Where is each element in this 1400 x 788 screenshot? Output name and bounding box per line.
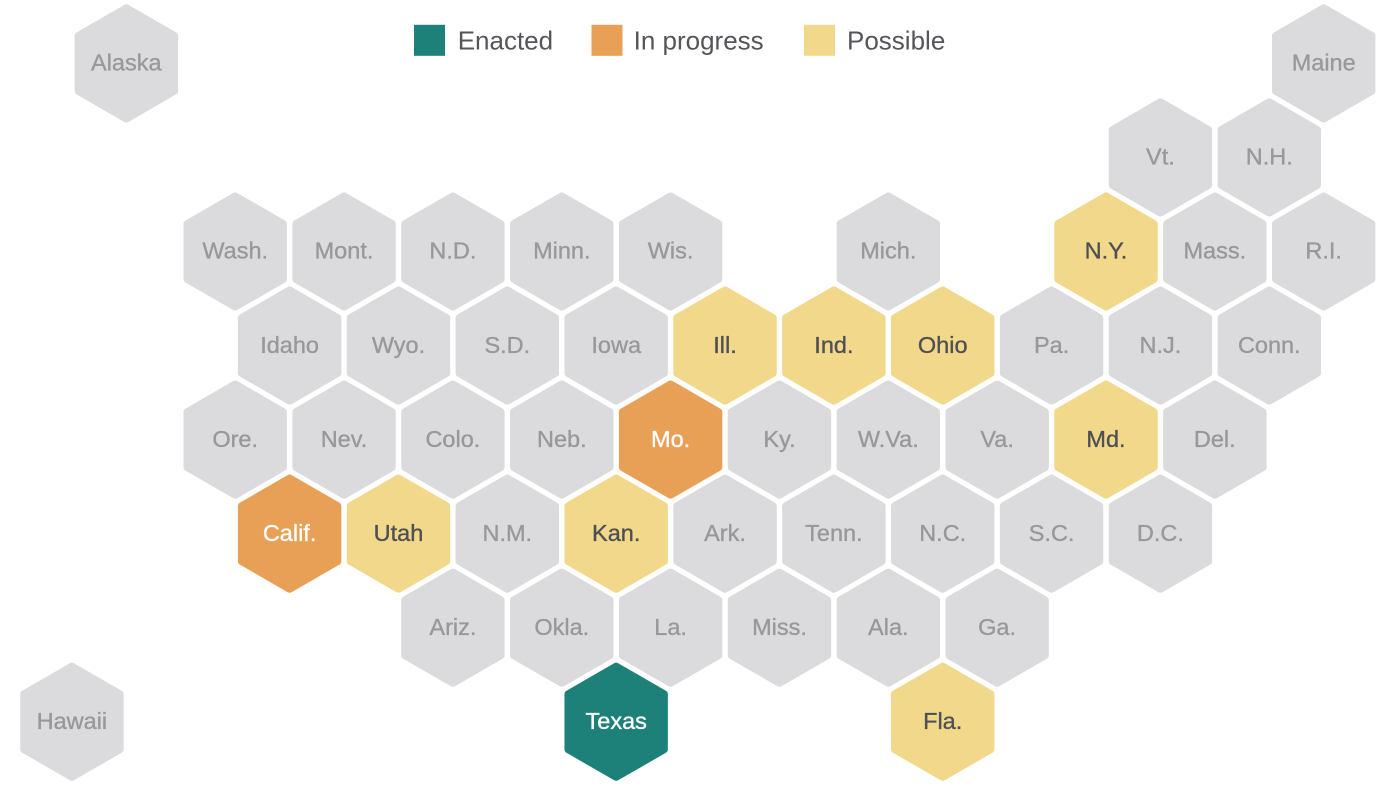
svg-text:Neb.: Neb. — [537, 426, 587, 452]
svg-text:Iowa: Iowa — [591, 332, 642, 358]
svg-text:Vt.: Vt. — [1146, 144, 1175, 170]
svg-text:Texas: Texas — [586, 708, 647, 734]
svg-text:Miss.: Miss. — [752, 614, 807, 640]
svg-text:Ariz.: Ariz. — [429, 614, 476, 640]
svg-text:Mich.: Mich. — [860, 238, 916, 264]
svg-text:Ohio: Ohio — [918, 332, 968, 358]
svg-text:Colo.: Colo. — [425, 426, 480, 452]
svg-text:Possible: Possible — [847, 26, 945, 56]
svg-text:N.C.: N.C. — [919, 520, 966, 546]
svg-text:Ky.: Ky. — [763, 426, 795, 452]
svg-text:Ill.: Ill. — [713, 332, 737, 358]
svg-text:Idaho: Idaho — [260, 332, 319, 358]
svg-text:Ind.: Ind. — [814, 332, 853, 358]
svg-text:Minn.: Minn. — [533, 238, 590, 264]
svg-text:La.: La. — [654, 614, 687, 640]
svg-text:Nev.: Nev. — [321, 426, 368, 452]
svg-text:D.C.: D.C. — [1137, 520, 1184, 546]
svg-text:Calif.: Calif. — [263, 520, 317, 546]
svg-text:Utah: Utah — [374, 520, 424, 546]
svg-text:Fla.: Fla. — [923, 708, 962, 734]
svg-text:Hawaii: Hawaii — [37, 708, 108, 734]
svg-text:Ala.: Ala. — [868, 614, 909, 640]
svg-text:Wyo.: Wyo. — [372, 332, 425, 358]
svg-text:Okla.: Okla. — [534, 614, 589, 640]
svg-text:Mo.: Mo. — [651, 426, 690, 452]
svg-text:Tenn.: Tenn. — [805, 520, 863, 546]
svg-text:In progress: In progress — [634, 26, 764, 56]
svg-text:Wash.: Wash. — [202, 238, 268, 264]
svg-text:S.C.: S.C. — [1029, 520, 1075, 546]
svg-text:Del.: Del. — [1194, 426, 1236, 452]
svg-text:Mass.: Mass. — [1183, 238, 1246, 264]
svg-text:Kan.: Kan. — [592, 520, 640, 546]
svg-text:N.H.: N.H. — [1246, 144, 1293, 170]
svg-text:Maine: Maine — [1292, 50, 1356, 76]
svg-text:Ark.: Ark. — [704, 520, 746, 546]
svg-text:R.I.: R.I. — [1305, 238, 1342, 264]
svg-text:Va.: Va. — [980, 426, 1014, 452]
svg-text:Conn.: Conn. — [1238, 332, 1301, 358]
svg-text:Md.: Md. — [1086, 426, 1125, 452]
svg-text:Pa.: Pa. — [1034, 332, 1069, 358]
svg-text:N.Y.: N.Y. — [1085, 238, 1128, 264]
svg-text:Ore.: Ore. — [212, 426, 258, 452]
svg-text:N.D.: N.D. — [429, 238, 476, 264]
svg-text:S.D.: S.D. — [484, 332, 530, 358]
svg-text:Wis.: Wis. — [648, 238, 694, 264]
svg-text:W.Va.: W.Va. — [858, 426, 919, 452]
svg-text:Ga.: Ga. — [978, 614, 1016, 640]
svg-text:Enacted: Enacted — [458, 26, 553, 56]
svg-text:Mont.: Mont. — [315, 238, 374, 264]
svg-text:N.J.: N.J. — [1140, 332, 1182, 358]
svg-text:Alaska: Alaska — [91, 50, 162, 76]
svg-text:N.M.: N.M. — [482, 520, 532, 546]
